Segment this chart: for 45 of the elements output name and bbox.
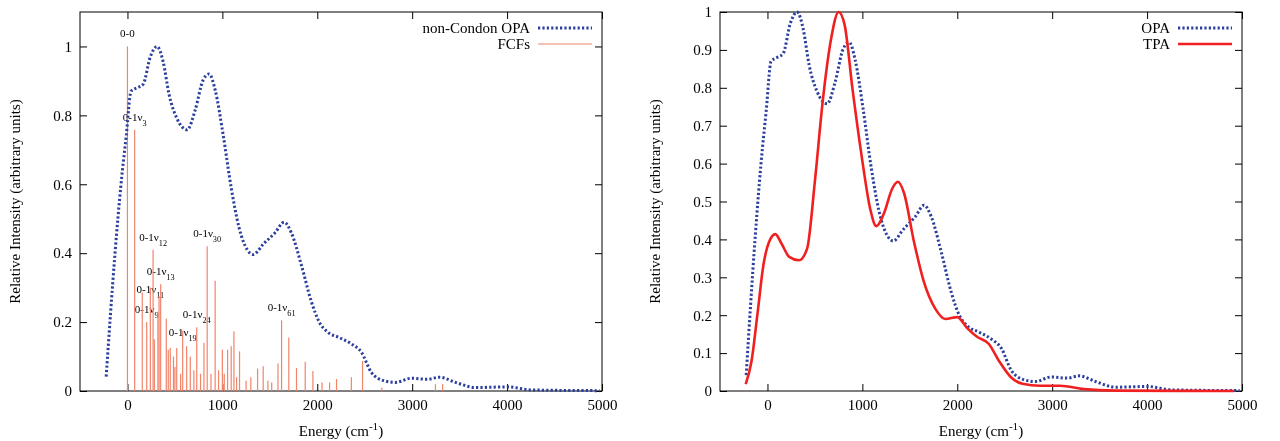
legend-label: OPA <box>1141 20 1171 36</box>
y-axis-title: Relative Intensity (arbitrary units) <box>7 99 24 304</box>
y-tick-label: 1 <box>64 38 72 55</box>
y-tick-label: 0.8 <box>693 80 712 97</box>
x-tick-label: 4000 <box>492 396 523 413</box>
y-tick-label: 0 <box>704 383 712 400</box>
y-tick-label: 0.2 <box>693 307 712 324</box>
y-tick-label: 0 <box>64 383 72 400</box>
x-tick-label: 0 <box>124 396 132 413</box>
annotation: 0-1ν$_{24}$ <box>182 308 211 325</box>
annotation: 0-1ν$_{11}$ <box>136 282 165 300</box>
annotation: 0-1ν$_{30}$ <box>193 227 222 244</box>
y-tick-label: 0.7 <box>693 118 713 134</box>
y-tick-label: 0.4 <box>53 245 73 262</box>
y-tick-label: 0.2 <box>53 314 72 331</box>
x-tick-label: 5000 <box>1227 396 1258 413</box>
x-tick-label: 0 <box>764 396 772 413</box>
annotation: 0-1ν$_{61}$ <box>267 301 296 318</box>
x-tick-label: 5000 <box>587 396 618 413</box>
y-tick-label: 1 <box>704 4 712 21</box>
annotation: 0-1ν$_{12}$ <box>139 230 168 248</box>
x-tick-label: 4000 <box>1132 396 1163 413</box>
y-tick-label: 0.9 <box>693 42 712 59</box>
x-axis-title: Energy (cm$^{-1}$) <box>938 420 1024 440</box>
y-tick-label: 0.6 <box>53 176 73 193</box>
y-axis-title: Relative Intensity (arbitrary units) <box>647 99 664 304</box>
y-tick-label: 0.5 <box>693 193 712 210</box>
x-axis-title: Energy (cm$^{-1}$) <box>298 420 384 440</box>
y-tick-label: 0.4 <box>693 231 713 248</box>
y-tick-label: 0.1 <box>693 345 712 362</box>
x-tick-label: 2000 <box>302 396 333 413</box>
annotation: 0-1ν$_{19}$ <box>168 325 197 343</box>
x-tick-label: 2000 <box>942 396 973 413</box>
x-tick-label: 3000 <box>397 396 428 413</box>
x-tick-label: 1000 <box>847 396 878 413</box>
annotation: 0-1ν$_{13}$ <box>146 265 175 282</box>
legend-label: FCFs <box>497 36 531 52</box>
annotation: 0-0 <box>120 27 136 40</box>
legend-label: non-Condon OPA <box>422 20 531 36</box>
legend-label: TPA <box>1143 36 1171 52</box>
y-tick-label: 0.3 <box>693 269 712 286</box>
y-tick-label: 0.6 <box>693 155 713 172</box>
y-tick-label: 0.8 <box>53 107 72 124</box>
x-tick-label: 3000 <box>1037 396 1068 413</box>
x-tick-label: 1000 <box>207 396 238 413</box>
